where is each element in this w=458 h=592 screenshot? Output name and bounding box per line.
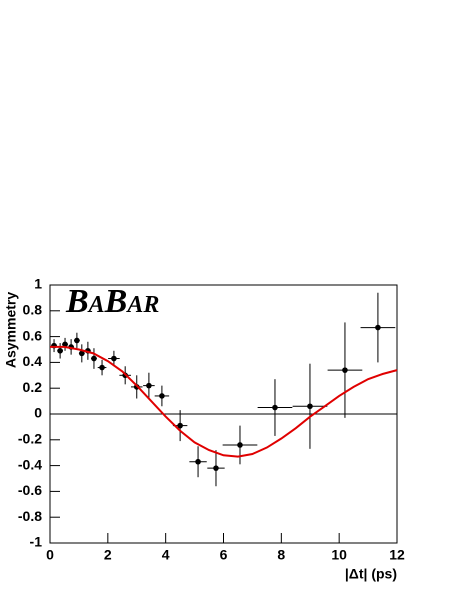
data-point xyxy=(213,465,219,471)
data-point xyxy=(237,442,243,448)
data-point xyxy=(177,422,183,429)
x-tick-label: 0 xyxy=(46,547,54,563)
x-tick-label: 6 xyxy=(220,547,228,563)
x-tick-label: 8 xyxy=(277,547,285,563)
data-point xyxy=(375,324,381,331)
data-point xyxy=(111,355,117,362)
data-point xyxy=(195,458,201,465)
y-tick-label: 1 xyxy=(34,276,42,292)
data-point xyxy=(272,404,278,411)
x-tick-label: 12 xyxy=(389,547,405,563)
x-tick-label: 4 xyxy=(162,547,170,563)
data-point xyxy=(74,337,80,344)
annotation: BaBar xyxy=(65,283,159,320)
y-tick-label: -0.2 xyxy=(18,431,42,447)
data-point xyxy=(91,355,97,362)
y-tick-label: -1 xyxy=(30,534,43,550)
y-tick-label: 0.4 xyxy=(23,353,43,369)
x-tick-label: 10 xyxy=(331,547,347,563)
y-tick-label: -0.4 xyxy=(18,456,42,472)
y-axis-title: Asymmetry xyxy=(3,292,19,368)
data-point xyxy=(57,347,63,354)
data-point xyxy=(307,403,313,410)
fit-curve xyxy=(50,345,398,458)
y-tick-label: 0.2 xyxy=(23,379,43,395)
y-tick-label: 0 xyxy=(34,405,42,421)
data-point xyxy=(146,382,152,389)
y-tick-label: -0.6 xyxy=(18,482,42,498)
data-point xyxy=(342,367,348,373)
data-point xyxy=(99,364,105,371)
data-point xyxy=(79,350,85,357)
y-tick-label: 0.8 xyxy=(23,302,43,318)
x-axis-title: |Δt| (ps) xyxy=(345,566,397,582)
x-tick-label: 2 xyxy=(104,547,112,563)
y-tick-label: -0.8 xyxy=(18,508,42,524)
y-tick-label: 0.6 xyxy=(23,327,43,343)
data-point xyxy=(62,341,68,348)
data-point xyxy=(159,393,165,399)
